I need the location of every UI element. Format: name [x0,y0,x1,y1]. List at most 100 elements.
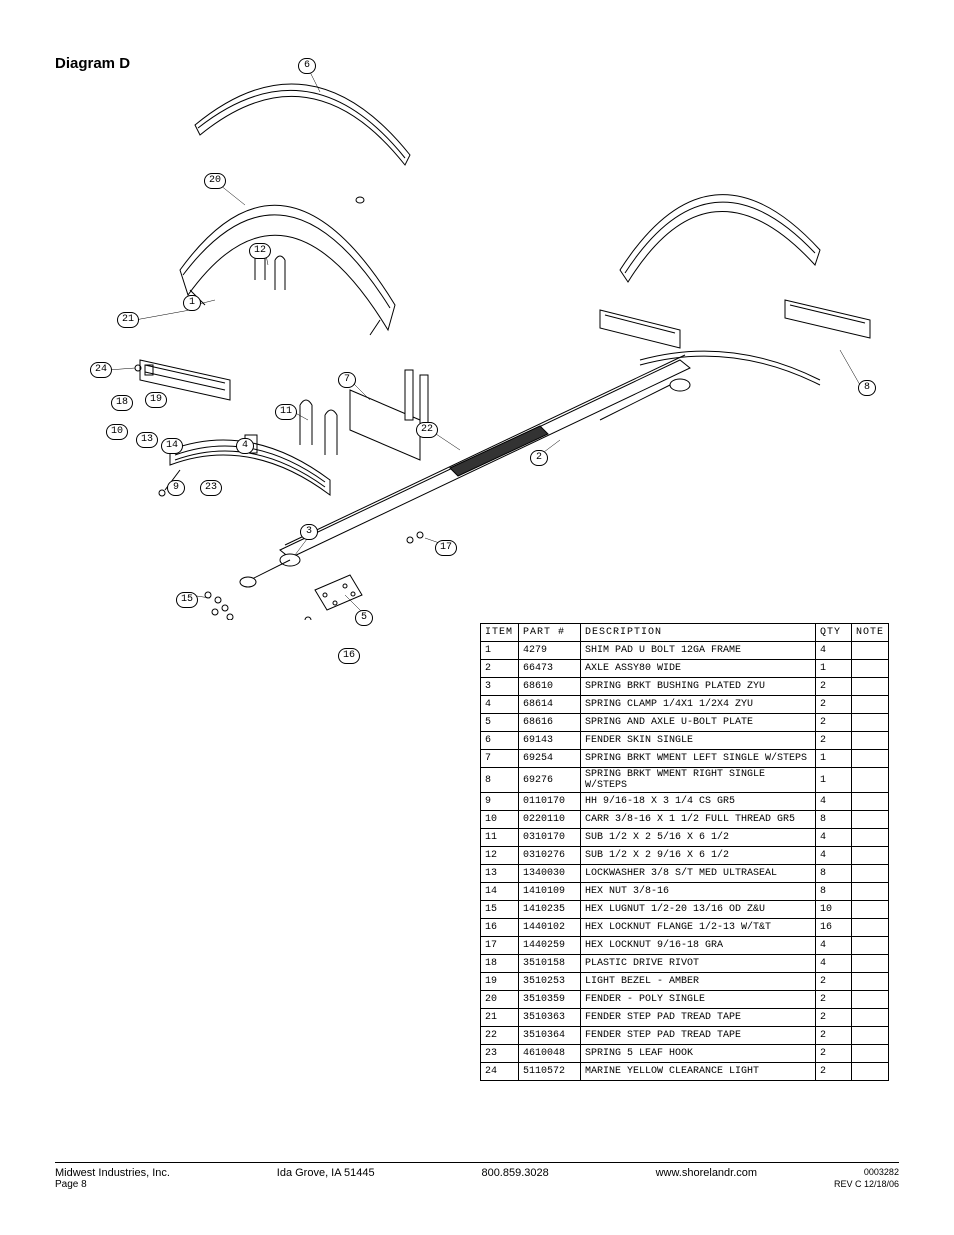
table-cell: LIGHT BEZEL - AMBER [581,973,816,991]
callout-4: 4 [236,438,254,454]
table-cell: 5 [481,714,519,732]
table-cell: 5110572 [519,1063,581,1081]
table-cell [852,1009,889,1027]
table-cell: 16 [481,919,519,937]
table-row: 568616SPRING AND AXLE U-BOLT PLATE2 [481,714,889,732]
table-cell [852,1063,889,1081]
table-cell: 1340030 [519,865,581,883]
table-cell: 66473 [519,660,581,678]
callout-3: 3 [300,524,318,540]
table-cell: FENDER - POLY SINGLE [581,991,816,1009]
table-cell: 68616 [519,714,581,732]
callout-9: 9 [167,480,185,496]
table-cell: 4 [816,955,852,973]
table-row: 266473AXLE ASSY80 WIDE1 [481,660,889,678]
table-cell: 2 [816,1045,852,1063]
table-cell: 12 [481,847,519,865]
table-cell: 3510253 [519,973,581,991]
table-row: 183510158PLASTIC DRIVE RIVOT4 [481,955,889,973]
table-cell: HEX LOCKNUT FLANGE 1/2-13 W/T&T [581,919,816,937]
callout-11: 11 [275,404,297,420]
callout-22: 22 [416,422,438,438]
table-cell: 2 [816,991,852,1009]
header-part: PART # [519,624,581,642]
table-cell: 3510158 [519,955,581,973]
table-cell: 1410235 [519,901,581,919]
table-cell: 4279 [519,642,581,660]
table-row: 203510359FENDER - POLY SINGLE2 [481,991,889,1009]
callout-23: 23 [200,480,222,496]
table-cell: 69143 [519,732,581,750]
callout-15: 15 [176,592,198,608]
footer-phone: 800.859.3028 [481,1167,548,1179]
parts-table: ITEM PART # DESCRIPTION QTY NOTE 14279SH… [480,623,889,1081]
table-cell: SUB 1/2 X 2 9/16 X 6 1/2 [581,847,816,865]
table-cell: 4 [816,793,852,811]
table-cell: 2 [481,660,519,678]
table-cell: 10 [481,811,519,829]
table-cell: FENDER STEP PAD TREAD TAPE [581,1009,816,1027]
footer-docnum: 0003282 [864,1167,899,1179]
callout-18: 18 [111,395,133,411]
table-cell: HEX LOCKNUT 9/16-18 GRA [581,937,816,955]
table-cell: 21 [481,1009,519,1027]
table-cell [852,901,889,919]
table-cell: LOCKWASHER 3/8 S/T MED ULTRASEAL [581,865,816,883]
table-cell [852,955,889,973]
table-row: 223510364FENDER STEP PAD TREAD TAPE2 [481,1027,889,1045]
table-row: 368610SPRING BRKT BUSHING PLATED ZYU2 [481,678,889,696]
table-cell: 2 [816,1063,852,1081]
table-cell: 0220110 [519,811,581,829]
header-note: NOTE [852,624,889,642]
table-cell: 14 [481,883,519,901]
table-cell [852,847,889,865]
table-cell: 4 [816,642,852,660]
table-cell [852,714,889,732]
table-cell: 3510364 [519,1027,581,1045]
table-cell: 8 [816,811,852,829]
callout-7: 7 [338,372,356,388]
callout-8: 8 [858,380,876,396]
callout-20: 20 [204,173,226,189]
table-cell: SPRING CLAMP 1/4X1 1/2X4 ZYU [581,696,816,714]
table-row: 468614SPRING CLAMP 1/4X1 1/2X4 ZYU2 [481,696,889,714]
table-cell: 3510363 [519,1009,581,1027]
table-cell: 69276 [519,768,581,793]
table-row: 245110572MARINE YELLOW CLEARANCE LIGHT2 [481,1063,889,1081]
table-cell: 8 [481,768,519,793]
table-cell [852,1027,889,1045]
callout-24: 24 [90,362,112,378]
table-cell [852,768,889,793]
table-cell: 19 [481,973,519,991]
table-cell: PLASTIC DRIVE RIVOT [581,955,816,973]
callout-1: 1 [183,295,201,311]
table-cell: FENDER STEP PAD TREAD TAPE [581,1027,816,1045]
callout-17: 17 [435,540,457,556]
footer-company: Midwest Industries, Inc. [55,1167,170,1179]
table-cell [852,1045,889,1063]
table-cell: SHIM PAD U BOLT 12GA FRAME [581,642,816,660]
table-row: 90110170HH 9/16-18 X 3 1/4 CS GR54 [481,793,889,811]
table-cell: 18 [481,955,519,973]
table-cell: 3510359 [519,991,581,1009]
table-cell [852,793,889,811]
table-row: 161440102HEX LOCKNUT FLANGE 1/2-13 W/T&T… [481,919,889,937]
table-cell: 2 [816,1027,852,1045]
table-cell [852,919,889,937]
table-row: 100220110CARR 3/8-16 X 1 1/2 FULL THREAD… [481,811,889,829]
table-cell: 20 [481,991,519,1009]
callout-14: 14 [161,438,183,454]
table-cell: 1440259 [519,937,581,955]
table-cell [852,829,889,847]
table-cell: 2 [816,732,852,750]
table-row: 171440259HEX LOCKNUT 9/16-18 GRA4 [481,937,889,955]
table-row: 151410235HEX LUGNUT 1/2-20 13/16 OD Z&U1… [481,901,889,919]
table-cell: HH 9/16-18 X 3 1/4 CS GR5 [581,793,816,811]
table-cell: 69254 [519,750,581,768]
table-cell: 11 [481,829,519,847]
footer-location: Ida Grove, IA 51445 [277,1167,375,1179]
table-cell: 2 [816,1009,852,1027]
table-cell: 1 [816,768,852,793]
callout-16: 16 [338,648,360,664]
table-cell [852,696,889,714]
